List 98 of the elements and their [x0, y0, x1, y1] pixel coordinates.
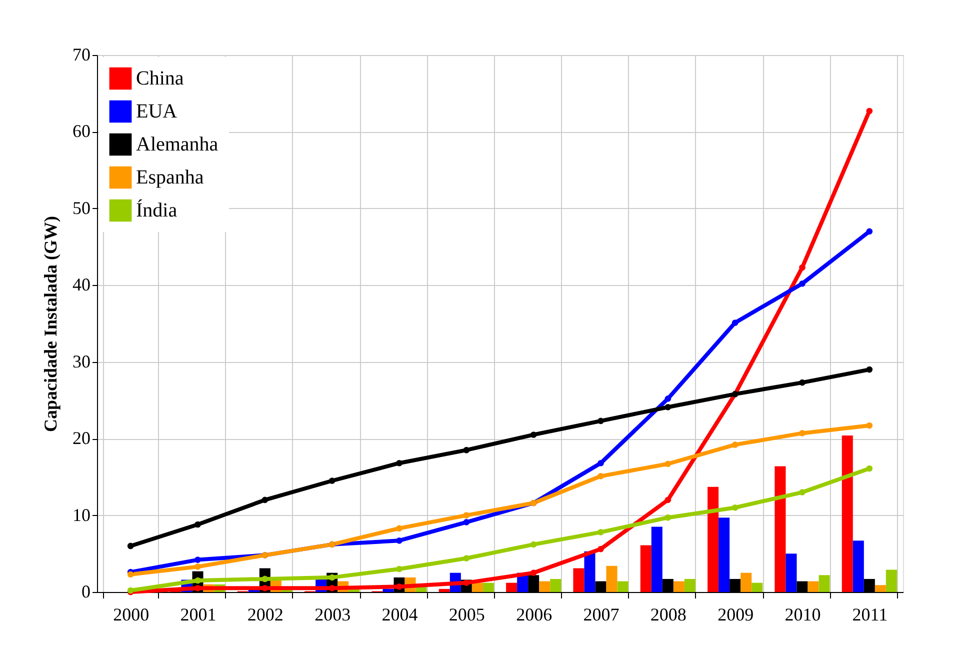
bar — [640, 545, 652, 592]
point — [866, 228, 873, 235]
legend-label: Alemanha — [136, 134, 218, 156]
point — [396, 566, 402, 572]
point — [866, 465, 873, 472]
point — [866, 422, 873, 429]
point — [664, 404, 672, 410]
point — [598, 546, 604, 552]
point — [664, 396, 672, 402]
y-tick-label: 10 — [72, 504, 90, 525]
y-axis-title: Capacidade Instalada (GW) — [40, 216, 60, 432]
x-tick-label: 2004 — [382, 604, 418, 624]
point — [530, 432, 537, 438]
point — [732, 504, 738, 511]
point — [127, 542, 134, 550]
legend-label: EUA — [136, 100, 178, 122]
bar — [842, 436, 853, 592]
point — [194, 564, 201, 570]
x-tick-label: 2000 — [113, 604, 150, 624]
point — [866, 366, 873, 373]
point — [664, 460, 672, 468]
point — [799, 430, 806, 436]
point — [463, 555, 470, 562]
bar — [438, 588, 450, 592]
point — [732, 442, 738, 448]
y-tick-label: 20 — [72, 428, 90, 448]
point — [262, 585, 268, 592]
legend-label: China — [136, 68, 184, 90]
legend-label: Espanha — [136, 166, 204, 188]
bar — [584, 551, 596, 592]
point — [799, 489, 806, 496]
point — [463, 512, 470, 518]
x-tick-label: 2003 — [314, 604, 351, 624]
point — [463, 446, 470, 454]
bar — [606, 566, 618, 592]
point — [530, 541, 537, 548]
point — [732, 320, 738, 326]
bar — [573, 568, 584, 592]
point — [328, 574, 336, 581]
point — [598, 473, 604, 480]
bar — [472, 582, 483, 592]
bar — [774, 466, 786, 592]
bar — [482, 582, 494, 592]
y-tick-label: 70 — [72, 44, 90, 64]
y-tick-label: 60 — [72, 121, 90, 142]
point — [664, 514, 672, 521]
point — [396, 460, 402, 466]
bar — [539, 581, 550, 592]
point — [598, 529, 604, 536]
bar — [382, 588, 394, 592]
point — [194, 556, 201, 563]
point — [194, 521, 201, 528]
x-tick-label: 2011 — [852, 604, 888, 624]
bar — [550, 578, 562, 592]
point — [598, 418, 604, 424]
point — [866, 108, 873, 114]
bar — [651, 526, 662, 592]
bar — [506, 582, 518, 592]
bar — [718, 518, 730, 592]
point — [664, 496, 672, 504]
bar — [808, 581, 819, 592]
point — [799, 379, 806, 386]
bar — [617, 581, 628, 592]
point — [194, 585, 201, 592]
bar — [684, 578, 696, 592]
point — [530, 570, 537, 576]
point — [396, 525, 402, 532]
point — [463, 519, 470, 526]
y-tick-label: 50 — [72, 198, 90, 218]
y-tick-label: 30 — [72, 351, 90, 372]
bar — [874, 585, 886, 592]
y-tick-label: 0 — [82, 582, 90, 602]
x-tick-label: 2007 — [583, 604, 620, 624]
x-tick-label: 2010 — [784, 604, 821, 624]
point — [396, 537, 402, 544]
bar — [708, 486, 719, 592]
bar — [752, 582, 763, 592]
x-tick-label: 2005 — [448, 604, 485, 624]
bar — [740, 572, 752, 592]
bar — [673, 581, 684, 592]
bar — [818, 575, 830, 592]
point — [262, 496, 268, 504]
x-tick-label: 2008 — [650, 604, 686, 624]
point — [799, 264, 806, 271]
point — [799, 280, 806, 287]
legend-label: Índia — [136, 198, 178, 222]
point — [328, 585, 336, 592]
x-tick-label: 2001 — [180, 604, 216, 624]
point — [328, 478, 336, 484]
bar — [886, 570, 897, 592]
point — [598, 460, 604, 466]
x-tick-label: 2002 — [247, 604, 284, 624]
bar — [852, 540, 864, 592]
bar — [786, 554, 797, 592]
x-tick-label: 2009 — [718, 604, 754, 624]
y-tick-label: 40 — [72, 274, 90, 295]
x-tick-label: 2006 — [516, 604, 552, 624]
point — [127, 571, 134, 578]
